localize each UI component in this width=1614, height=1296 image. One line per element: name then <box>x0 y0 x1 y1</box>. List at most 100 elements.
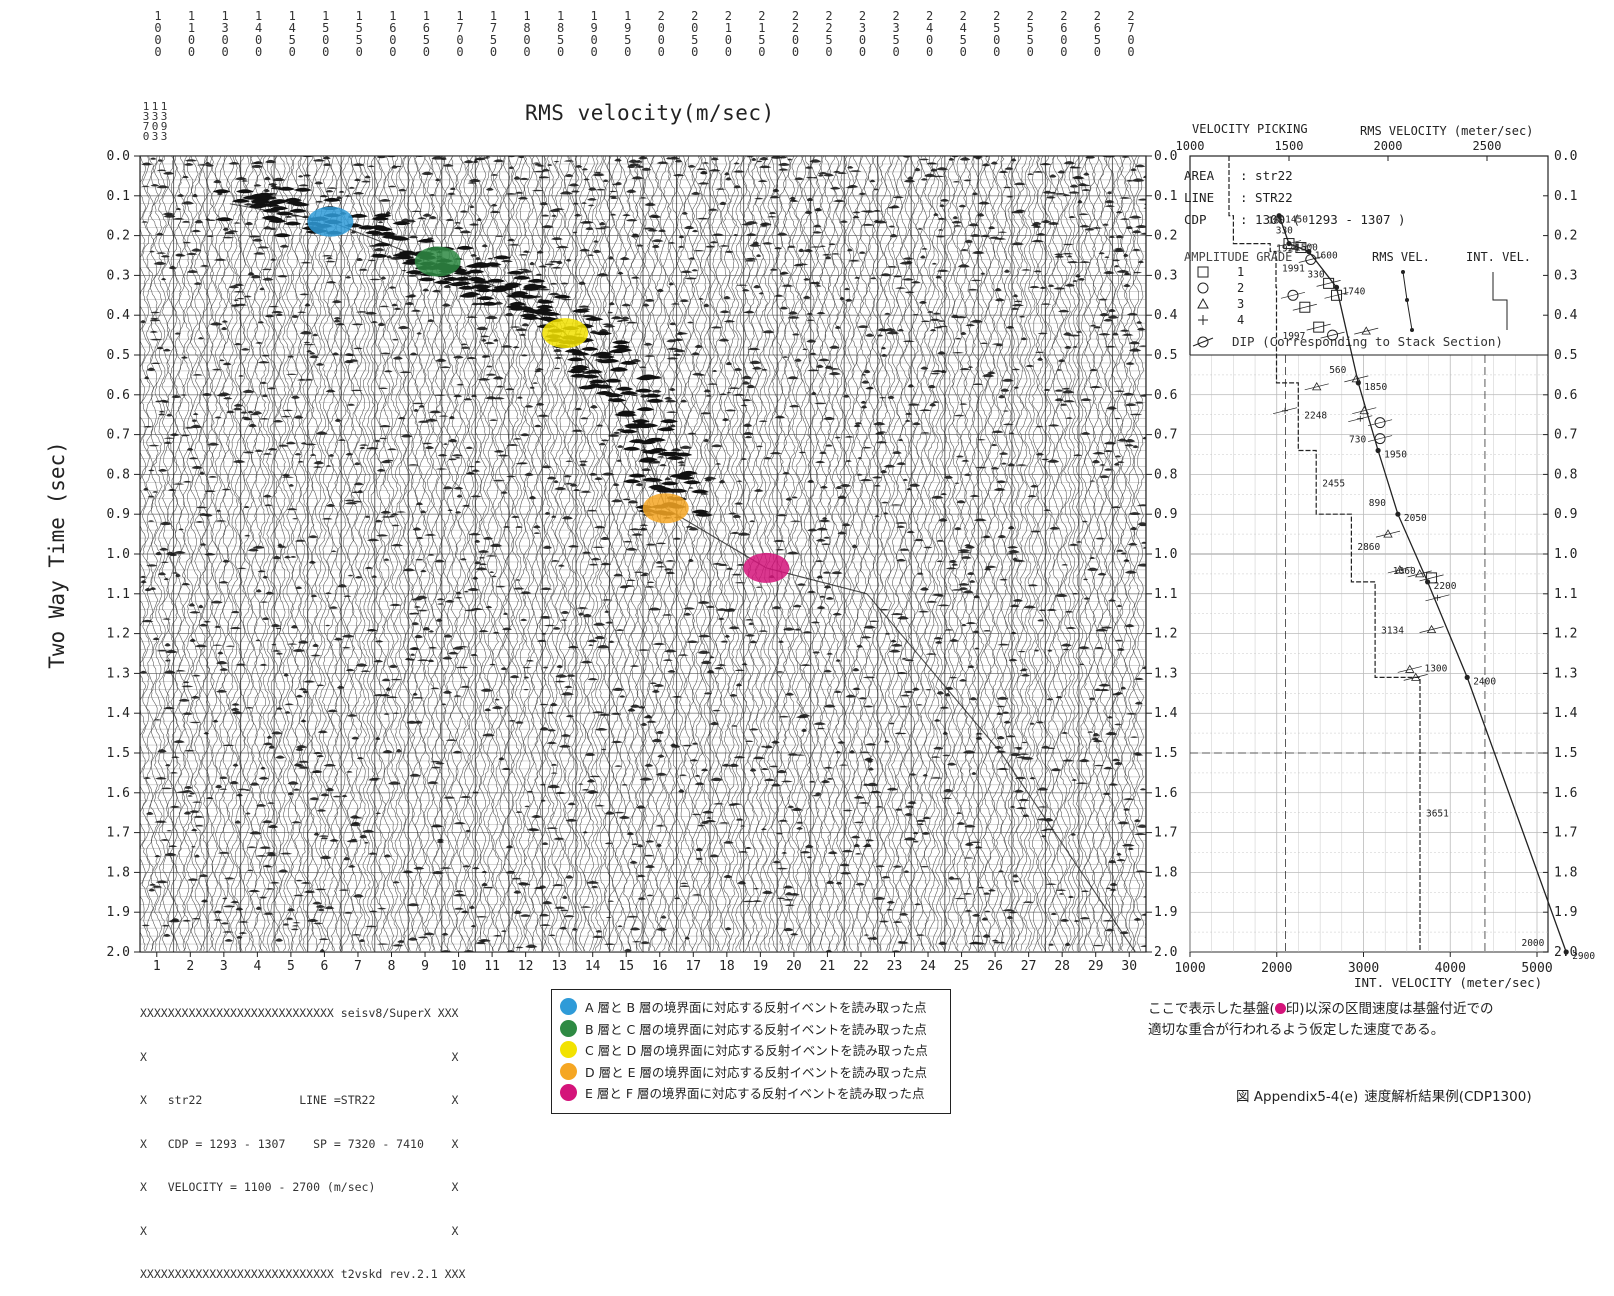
top-tick-digit: 0 <box>859 45 866 59</box>
wiggle-trace <box>550 156 560 952</box>
time-tick-label: 0.3 <box>1154 268 1177 283</box>
wavelet <box>528 495 537 500</box>
wavelet <box>1073 454 1083 457</box>
wavelet <box>855 882 865 886</box>
wiggle-trace <box>1103 156 1113 952</box>
wavelet <box>572 488 581 492</box>
wiggle-trace <box>413 156 424 952</box>
wavelet <box>428 630 434 633</box>
top-tick-label: 1300 <box>221 9 228 59</box>
top-tick-digit: 2 <box>691 9 698 23</box>
wavelet <box>749 243 761 247</box>
wavelet <box>472 867 480 870</box>
wavelet <box>213 179 222 184</box>
wavelet <box>828 243 836 246</box>
secondary-digit: 3 <box>152 110 159 123</box>
wavelet <box>776 232 788 236</box>
wavelet <box>922 816 931 820</box>
wavelet <box>709 241 719 244</box>
wavelet <box>1007 463 1016 467</box>
wavelet <box>500 345 513 348</box>
trace-number-label: 23 <box>887 959 903 974</box>
time-axis-mid: 0.00.10.20.30.40.50.60.70.80.91.01.11.21… <box>1146 149 1178 960</box>
wavelet <box>1012 599 1023 602</box>
wiggle-trace <box>626 156 636 952</box>
rms-point-label: 2200 <box>1434 581 1457 592</box>
wavelet <box>838 764 849 766</box>
wavelet <box>920 432 931 434</box>
wavelet <box>969 580 976 583</box>
wavelet <box>259 663 268 666</box>
wavelet <box>498 757 505 761</box>
wavelet <box>656 927 667 931</box>
wavelet <box>612 687 625 691</box>
wavelet <box>685 525 694 528</box>
wavelet <box>723 295 731 300</box>
wavelet <box>367 259 377 262</box>
time-axis-left: 0.00.10.20.30.40.50.60.70.80.91.01.11.21… <box>107 149 140 960</box>
wavelet <box>230 900 240 904</box>
wavelet <box>271 731 283 735</box>
wavelet <box>907 403 921 406</box>
wavelet <box>220 922 230 925</box>
wavelet <box>1112 249 1126 252</box>
trace-number-label: 27 <box>1021 959 1037 974</box>
wavelet <box>1029 777 1036 780</box>
wavelet <box>1117 438 1128 442</box>
wavelet <box>1107 315 1119 319</box>
wavelet <box>344 502 358 505</box>
top-tick-digit: 2 <box>758 9 765 23</box>
wavelet <box>452 750 463 754</box>
wavelet <box>163 706 175 710</box>
time-tick-label: 1.1 <box>1154 587 1177 602</box>
wavelet <box>862 783 869 786</box>
wavelet <box>577 305 591 308</box>
wavelet <box>197 336 204 340</box>
wavelet <box>973 595 981 599</box>
wavelet <box>520 269 533 273</box>
wavelet <box>868 620 879 622</box>
wavelet <box>240 411 248 414</box>
top-tick-digit: 7 <box>456 21 463 35</box>
wavelet <box>318 908 325 912</box>
wavelet <box>380 510 392 514</box>
wavelet <box>565 818 578 822</box>
wavelet <box>1046 698 1054 701</box>
wavelet <box>539 924 552 927</box>
time-tick-label: 1.6 <box>107 786 130 801</box>
wavelet <box>256 246 270 249</box>
wavelet <box>1130 736 1139 738</box>
wavelet <box>751 157 757 161</box>
wavelet <box>943 788 953 793</box>
wavelet <box>337 584 347 588</box>
wavelet <box>261 617 270 620</box>
wavelet <box>373 247 385 252</box>
wavelet <box>646 714 652 718</box>
wavelet <box>460 346 471 349</box>
wavelet <box>858 251 866 254</box>
wavelet <box>769 765 779 768</box>
wavelet <box>489 543 503 548</box>
wavelet <box>856 473 863 476</box>
rms-point-label: 1850 <box>1364 382 1387 393</box>
wavelet <box>1041 835 1047 838</box>
wiggle-trace <box>698 156 708 952</box>
wavelet <box>551 214 557 217</box>
processing-header-block: XXXXXXXXXXXXXXXXXXXXXXXXXXXX seisv8/Supe… <box>140 977 465 1296</box>
wiggle-trace <box>1063 156 1072 952</box>
wavelet <box>513 176 521 180</box>
wavelet <box>263 494 272 498</box>
wiggle-trace <box>947 156 957 952</box>
wavelet <box>149 587 157 590</box>
wavelet <box>610 712 622 715</box>
wavelet <box>960 248 969 251</box>
wavelet <box>659 464 667 467</box>
wiggle-trace <box>338 156 347 952</box>
time-tick-label: 0.8 <box>107 467 130 482</box>
wavelet <box>310 654 322 657</box>
wavelet <box>816 311 826 315</box>
wiggle-trace <box>418 156 428 952</box>
